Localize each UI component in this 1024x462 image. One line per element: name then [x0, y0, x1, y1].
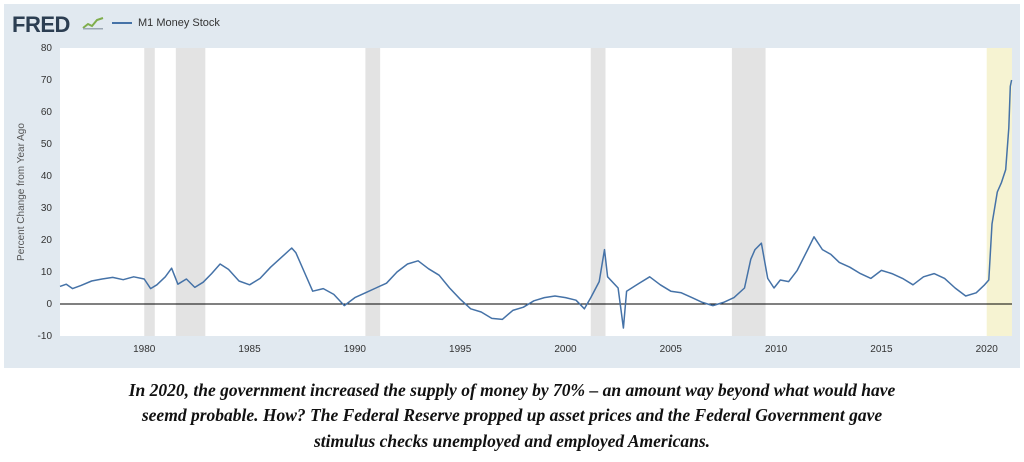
x-tick-label: 1985 [238, 344, 261, 355]
x-tick-label: 2020 [976, 344, 999, 355]
fred-graph-panel: FRED M1 Money Stock 80 70 60 50 40 30 20 10 0 -10… [4, 4, 1020, 368]
plot-area [60, 48, 1012, 336]
recession-band [731, 48, 766, 336]
y-tick-label: -10 [38, 331, 53, 342]
x-tick-label: 2000 [554, 344, 577, 355]
x-tick-label: 1990 [344, 344, 367, 355]
y-tick-label: 70 [41, 75, 53, 86]
y-tick-label: 30 [41, 203, 53, 214]
recession-band [144, 48, 155, 336]
y-tick-label: 60 [41, 107, 53, 118]
trend-graph-icon [82, 17, 104, 30]
recession-band [175, 48, 206, 336]
y-tick-label: 20 [41, 235, 53, 246]
legend-swatch [112, 22, 132, 24]
x-tick-label: 2015 [870, 344, 893, 355]
series-line-m1-money-stock [59, 79, 1013, 329]
y-tick-label: 40 [41, 171, 53, 182]
caption-line-1: In 2020, the government increased the su… [128, 380, 896, 400]
highlight-band [986, 48, 1012, 336]
y-tick-label: 0 [46, 299, 52, 310]
x-tick-label: 2010 [765, 344, 788, 355]
x-tick-label: 1995 [449, 344, 472, 355]
y-axis-label: Percent Change from Year Ago [16, 123, 27, 261]
chart-legend: M1 Money Stock [112, 17, 220, 29]
caption-line-3: stimulus checks unemployed and employed … [313, 430, 710, 451]
y-tick-label: 10 [41, 267, 53, 278]
fred-logo: FRED [12, 12, 70, 37]
x-tick-label: 1980 [133, 344, 156, 355]
caption-line-2: seemd probable. How? The Federal Reserve… [141, 405, 883, 426]
recession-band [365, 48, 381, 336]
y-tick-label: 50 [41, 139, 53, 150]
legend-label: M1 Money Stock [138, 17, 220, 29]
y-tick-label: 80 [41, 43, 53, 54]
caption: In 2020, the government increased the su… [0, 378, 1024, 454]
x-tick-label: 2005 [660, 344, 683, 355]
